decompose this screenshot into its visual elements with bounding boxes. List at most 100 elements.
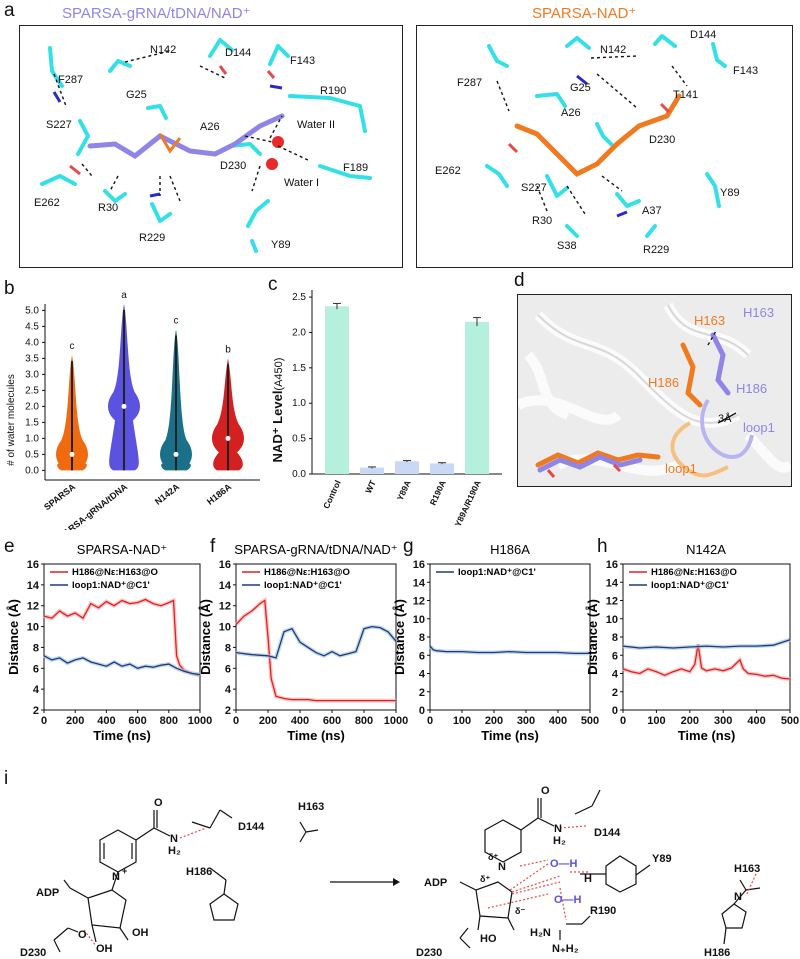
series-band — [622, 637, 791, 651]
panel-label-d: d — [514, 270, 525, 291]
ytick-label: 8 — [225, 642, 231, 654]
chem-n-amide: N — [170, 833, 178, 845]
panel-g-xlabel: Time (ns) — [481, 728, 539, 743]
panel-e-chart: SPARSA-NAD⁺ 2 4 6 8 10 12 14 16 0 200 400 600 800 1000… — [6, 542, 212, 743]
panel-b-ylabel: # of water molecules — [6, 374, 17, 466]
panel-label-c: c — [268, 274, 278, 295]
legend-label: H186@Nε:H163@O — [651, 567, 737, 578]
chem-deltaplus1: δ⁺ — [488, 852, 498, 862]
ytick-label: 6 — [225, 663, 231, 675]
panel-label-f: f — [210, 536, 216, 557]
xtick-label: 0 — [41, 715, 47, 727]
ytick-label: 14 — [27, 580, 40, 592]
chem-h163-right: H163 — [734, 863, 760, 875]
label-s38-r: S38 — [557, 240, 577, 252]
label-r190: R190 — [320, 85, 346, 97]
label-n142-r: N142 — [600, 44, 626, 56]
label-r229: R229 — [139, 232, 165, 244]
chem-h186-left: H186 — [186, 866, 212, 878]
series-line-1 — [43, 655, 201, 676]
bar-r190a — [430, 463, 454, 474]
chem-deltaplus2: δ⁺ — [480, 874, 490, 884]
label-r30: R30 — [98, 202, 118, 214]
xtick-label: 100 — [453, 715, 471, 727]
panel-g-ylabel: Distance (Å) — [392, 599, 407, 675]
xtick-label: 400 — [97, 715, 115, 727]
ytick-label: 4 — [419, 669, 426, 681]
legend-label: loop1:NAD⁺@C1' — [458, 567, 536, 578]
panel-c-chart: NAD⁺ Level(A450) 0.0 0.5 1.0 1.5 2.0 2.5 Cont… — [270, 290, 502, 528]
ytick-label: 16 — [606, 559, 618, 571]
xtick-label: 0 — [620, 715, 626, 727]
label-s227-r: S227 — [521, 182, 547, 194]
ytick-label: 2 — [225, 705, 231, 717]
legend-label: H186@Nε:H163@O — [264, 567, 350, 578]
chem-o1-right: O — [541, 785, 550, 797]
label-water-i: Water I — [284, 177, 319, 189]
panel-label-i: i — [4, 768, 9, 789]
chem-nh-right: N — [734, 891, 742, 903]
xtick-label: 1000 — [188, 715, 212, 727]
ytick-label: 0 — [419, 705, 425, 717]
ytick-label: 16 — [413, 559, 425, 571]
ytick-label: 0 — [612, 705, 618, 717]
panel-b-xtick-label: N142A — [153, 481, 182, 506]
chem-water1: O—H — [550, 858, 578, 870]
label-t141-r: T141 — [673, 89, 698, 101]
ytick-label: 8 — [33, 642, 39, 654]
chem-h186-right: H186 — [704, 947, 730, 959]
label-f143-r: F143 — [733, 65, 758, 77]
panel-b-ytick-label: 0.0 — [25, 465, 39, 476]
ytick-label: 4 — [225, 684, 232, 696]
label-n142: N142 — [150, 44, 176, 56]
label-a37-r: A37 — [642, 205, 662, 217]
ytick-label: 16 — [219, 559, 231, 571]
panel-label-a: a — [4, 0, 15, 21]
violin-median — [173, 451, 179, 457]
panel-b-ytick-label: 1.0 — [25, 433, 39, 444]
label-r30-r: R30 — [532, 215, 552, 227]
violin-significance: c — [174, 316, 179, 327]
label-s227: S227 — [46, 119, 72, 131]
label-y89: Y89 — [271, 239, 291, 251]
panel-e-frame — [43, 563, 201, 711]
ytick-label: 10 — [219, 622, 231, 634]
xtick-label: 500 — [581, 715, 599, 727]
label-f287: F287 — [58, 74, 83, 86]
chem-r190-right: R190 — [590, 905, 616, 917]
xtick-label: 0 — [233, 715, 239, 727]
panel-b-xtick-label: SPARSA — [42, 481, 78, 512]
bar-y89a-r190a — [465, 321, 489, 474]
panel-label-g: g — [403, 536, 414, 557]
panel-a-left-box: F287 N142 D144 F143 R190 G25 S227 A26 Wa… — [19, 25, 403, 268]
panel-i-scheme: O N H₂ N + D144 H163 H186 ADP OH OH O D2… — [20, 785, 760, 959]
ytick-label: 12 — [219, 601, 231, 613]
xtick-label: 100 — [647, 715, 665, 727]
ytick-label: 2 — [33, 705, 39, 717]
xtick-label: 400 — [549, 715, 567, 727]
panel-c-ytick-label: 0.0 — [292, 469, 306, 480]
chem-d144-left: D144 — [238, 821, 265, 833]
label-loop1-orange: loop1 — [665, 461, 697, 476]
label-f287-r: F287 — [457, 77, 482, 89]
panel-b-ytick-label: 2.0 — [25, 401, 39, 412]
panel-c-ylabel: NAD⁺ Level(A450) — [270, 358, 285, 463]
violin-significance: c — [70, 341, 75, 352]
reaction-arrowhead — [393, 878, 400, 886]
ytick-label: 10 — [606, 614, 618, 626]
ytick-label: 14 — [606, 577, 619, 589]
xtick-label: 500 — [781, 715, 799, 727]
panel-b-xtick-label: H186A — [205, 481, 234, 506]
panel-e-title: SPARSA-NAD⁺ — [77, 542, 167, 557]
violin-median — [225, 435, 231, 441]
chem-n-ring: N — [112, 871, 120, 883]
chem-adp-right: ADP — [424, 877, 447, 889]
xtick-label: 300 — [517, 715, 535, 727]
ytick-label: 14 — [219, 580, 232, 592]
panel-f-frame — [235, 563, 397, 711]
panel-f-xlabel: Time (ns) — [287, 728, 345, 743]
xtick-label: 0 — [427, 715, 433, 727]
panel-b-chart: # of water molecules 0.0 0.5 1.0 1.5 2.0 2.5 3… — [6, 290, 260, 530]
legend-label: loop1:NAD⁺@C1' — [72, 580, 150, 591]
